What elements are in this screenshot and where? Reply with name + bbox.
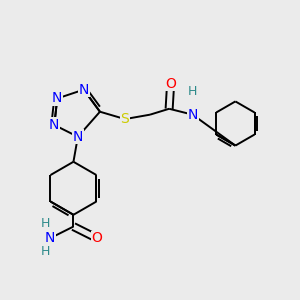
Text: N: N (73, 130, 83, 144)
Text: O: O (92, 231, 102, 245)
Text: O: O (165, 77, 176, 91)
Text: N: N (79, 82, 89, 97)
Text: N: N (52, 92, 62, 106)
Text: H: H (188, 85, 197, 98)
Text: N: N (45, 231, 55, 245)
Text: H: H (41, 245, 50, 258)
Text: N: N (49, 118, 59, 132)
Text: H: H (41, 217, 50, 230)
Text: S: S (121, 112, 129, 126)
Text: N: N (188, 108, 198, 122)
